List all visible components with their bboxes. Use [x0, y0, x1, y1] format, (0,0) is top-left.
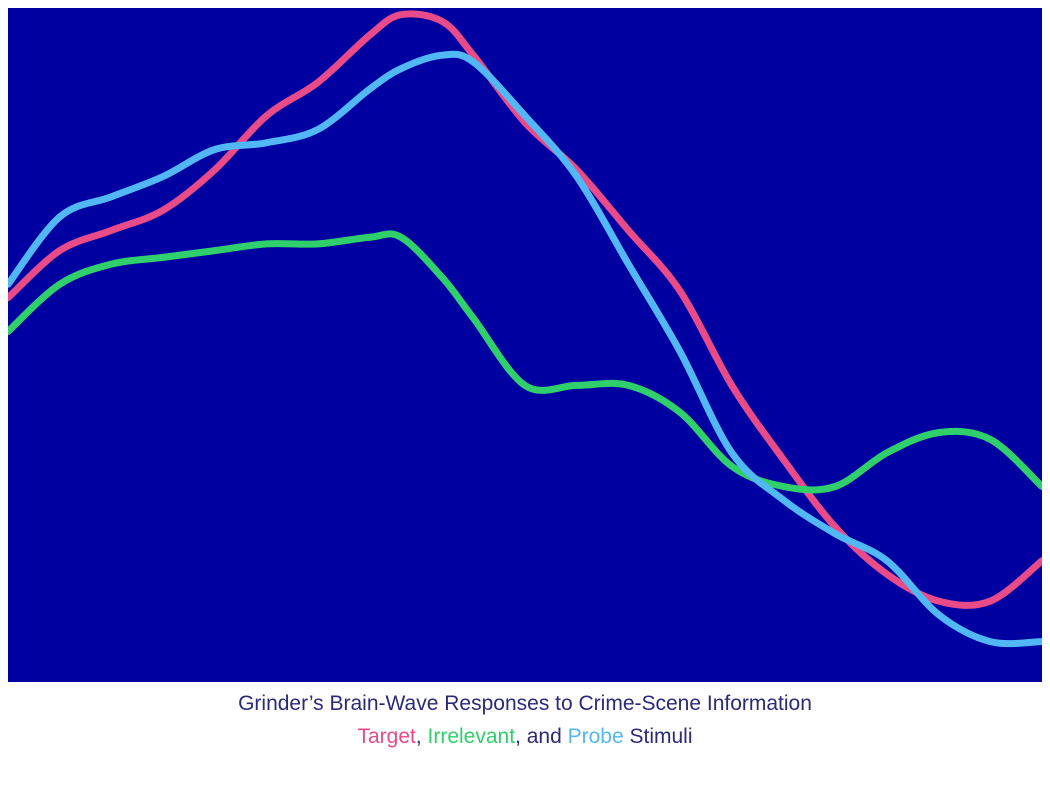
- series-line-irrelevant: [8, 230, 1042, 494]
- series-line-probe: [8, 50, 1042, 648]
- series-lines: [8, 10, 1042, 648]
- plot-background: [8, 8, 1042, 682]
- legend-separator: ,: [415, 725, 428, 748]
- legend-irrelevant-label: Irrelevant: [427, 725, 516, 748]
- legend-suffix: Stimuli: [623, 725, 693, 748]
- legend-probe-label: Probe: [567, 725, 624, 748]
- brain-wave-chart: [8, 8, 1042, 682]
- chart-caption-legend: Target, Irrelevant, and Probe Stimuli: [0, 725, 1050, 749]
- legend-separator: , and: [515, 725, 568, 748]
- chart-caption-title: Grinder’s Brain-Wave Responses to Crime-…: [238, 692, 812, 715]
- legend-target-label: Target: [357, 725, 416, 748]
